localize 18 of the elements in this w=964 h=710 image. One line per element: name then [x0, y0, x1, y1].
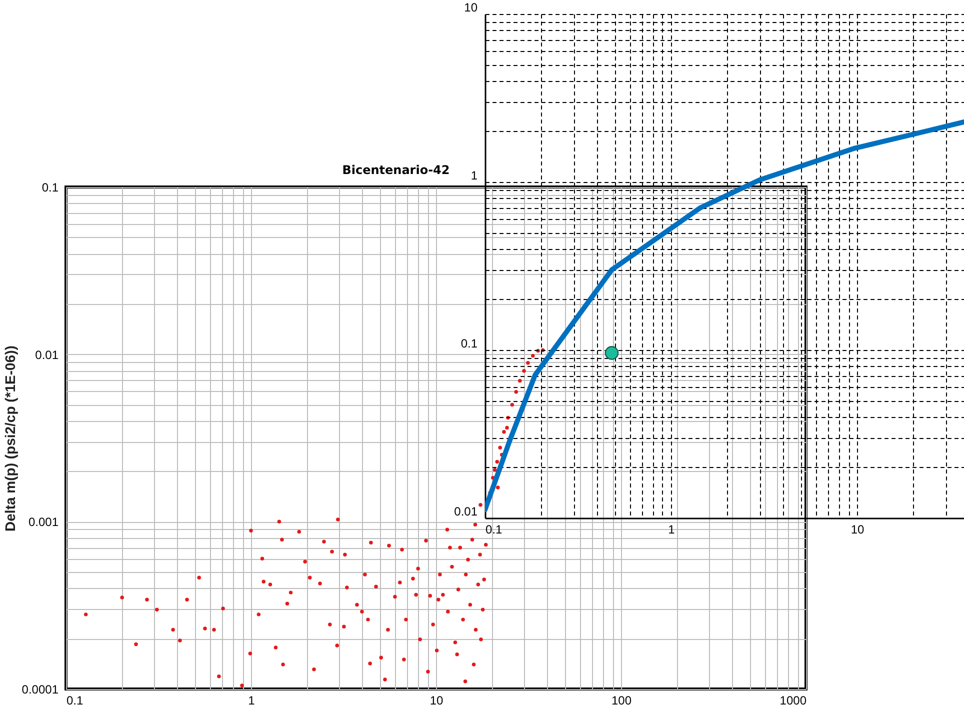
y-tick-label: 0.01	[454, 504, 478, 518]
x-tick-label: 100	[611, 694, 632, 708]
y-axis-title: Delta m(p) (psi2/cp (*1E-06))	[2, 346, 18, 532]
y-tick-label: 0.1	[42, 180, 59, 194]
y-tick-label: 0.001	[28, 515, 59, 530]
y-tick-label: 0.1	[460, 336, 478, 350]
x-tick-label: 10	[430, 694, 444, 708]
y-tick-label: 10	[464, 0, 478, 14]
y-tick-label: 0.0001	[22, 682, 59, 696]
chart-title: Bicentenario-42	[342, 163, 450, 177]
x-tick-label: 1000	[780, 694, 807, 708]
x-tick-label: 0.1	[486, 522, 503, 536]
x-tick-label: 0.1	[66, 694, 84, 708]
x-tick-label: 10	[850, 522, 865, 536]
y-tick-label: 1	[470, 168, 478, 182]
y-tick-label: 0.01	[35, 348, 59, 362]
x-tick-label: 1	[668, 522, 676, 536]
x-tick-label: 1	[248, 694, 256, 708]
